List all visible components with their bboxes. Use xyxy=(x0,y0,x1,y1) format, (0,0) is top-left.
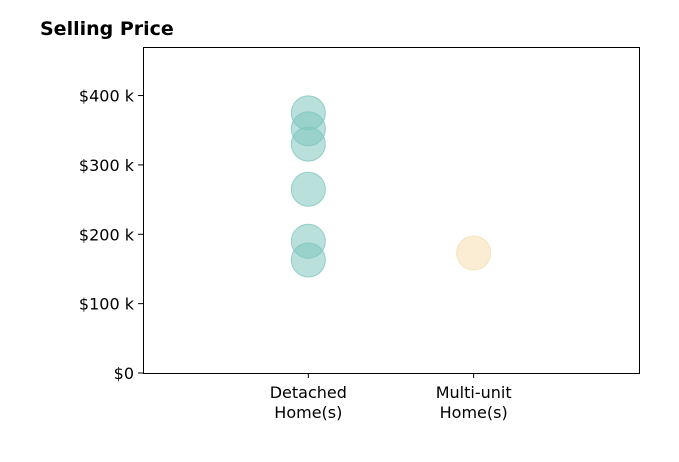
data-points xyxy=(290,95,492,278)
x-tick-label: Multi-unit Home(s) xyxy=(436,383,512,422)
data-point xyxy=(290,242,326,278)
data-point xyxy=(290,171,326,207)
chart-title: Selling Price xyxy=(40,18,174,40)
y-axis: $0 $100 k $200 k $300 k $400 k xyxy=(79,87,143,383)
x-tick-label: Detached Home(s) xyxy=(270,383,347,422)
y-tick-label: $400 k xyxy=(79,87,135,106)
x-axis: Detached Home(s) Multi-unit Home(s) xyxy=(270,373,512,422)
y-tick-label: $0 xyxy=(114,364,134,383)
y-tick-label: $300 k xyxy=(79,156,135,175)
data-point xyxy=(290,126,326,162)
plot-frame xyxy=(143,47,640,374)
y-tick-label: $200 k xyxy=(79,225,135,244)
data-point xyxy=(456,235,492,271)
y-tick-label: $100 k xyxy=(79,295,135,314)
